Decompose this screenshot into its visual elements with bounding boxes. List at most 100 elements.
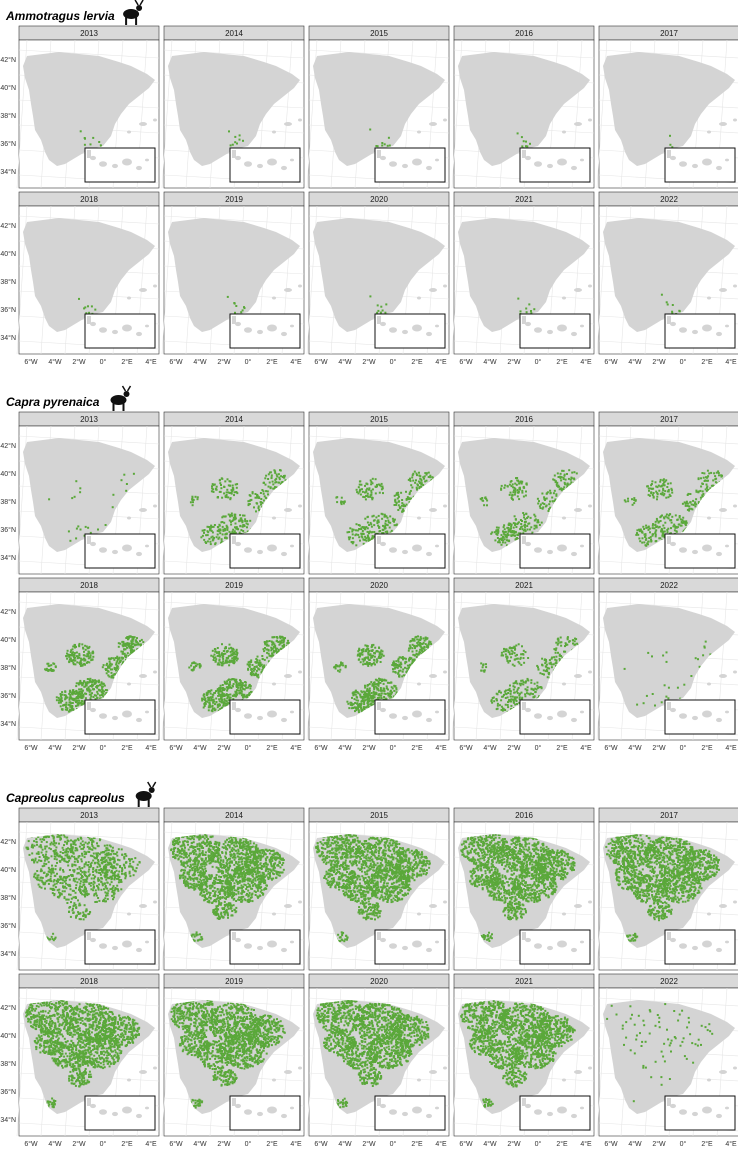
longitude-tick-label: 2°E bbox=[266, 744, 278, 752]
longitude-tick-label: 4°E bbox=[580, 358, 592, 366]
canary-islands-inset bbox=[229, 929, 301, 965]
canary-islands-inset bbox=[84, 147, 156, 183]
year-panel: 2017 bbox=[596, 25, 738, 189]
longitude-tick-label: 6°W bbox=[169, 744, 183, 752]
panel-year-label: 2013 bbox=[80, 415, 98, 424]
longitude-tick-label: 4°E bbox=[145, 1140, 157, 1148]
latitude-tick-label: 40°N bbox=[0, 1032, 16, 1040]
balearic-islands bbox=[574, 674, 582, 678]
species-title: Ammotragus lervia bbox=[5, 9, 115, 23]
canary-islands-inset bbox=[664, 929, 736, 965]
longitude-tick-label: 6°W bbox=[459, 744, 473, 752]
longitude-tick-label: 0° bbox=[680, 1140, 687, 1148]
canary-islands-inset bbox=[229, 313, 301, 349]
year-panel: 2021 6°W 4°W 2°W 0° 2°E 4°E bbox=[451, 577, 595, 752]
canary-islands-inset bbox=[229, 1095, 301, 1131]
longitude-tick-label: 6°W bbox=[459, 358, 473, 366]
presence-cells bbox=[606, 1003, 714, 1103]
latitude-tick-label: 36°N bbox=[0, 306, 16, 314]
longitude-tick-label: 0° bbox=[680, 358, 687, 366]
longitude-tick-label: 4°W bbox=[193, 358, 207, 366]
year-panel: 2015 bbox=[306, 25, 450, 189]
year-panel: 2020 6°W 4°W 2°W 0° 2°E 4°E bbox=[306, 191, 450, 366]
longitude-tick-label: 4°E bbox=[435, 1140, 447, 1148]
balearic-islands bbox=[139, 904, 147, 908]
iberia-landmass bbox=[603, 52, 735, 166]
longitude-tick-label: 2°E bbox=[121, 1140, 133, 1148]
panel-year-label: 2019 bbox=[225, 977, 243, 986]
year-panel: 2013 42°N 40°N 38°N 36°N 34°N bbox=[0, 25, 160, 189]
panel-year-label: 2020 bbox=[370, 581, 388, 590]
longitude-tick-label: 6°W bbox=[459, 1140, 473, 1148]
year-panel: 2019 6°W 4°W 2°W 0° 2°E 4°E bbox=[161, 973, 305, 1148]
panel-year-label: 2022 bbox=[660, 977, 678, 986]
longitude-tick-label: 0° bbox=[100, 358, 107, 366]
panel-year-label: 2020 bbox=[370, 195, 388, 204]
iberia-landmass bbox=[23, 438, 155, 552]
balearic-islands bbox=[284, 1070, 292, 1074]
longitude-tick-label: 2°W bbox=[507, 1140, 521, 1148]
longitude-tick-label: 2°W bbox=[652, 744, 666, 752]
longitude-tick-label: 2°W bbox=[362, 358, 376, 366]
longitude-tick-label: 2°W bbox=[362, 744, 376, 752]
canary-islands-inset bbox=[374, 929, 446, 965]
year-panel: 2018 42°N 40°N 38°N 36°N 34°N 6°W 4°W 2°W 0° 2°E 4°… bbox=[0, 577, 160, 752]
canary-islands-inset bbox=[664, 1095, 736, 1131]
latitude-tick-label: 38°N bbox=[0, 664, 16, 672]
iberia-landmass bbox=[313, 52, 445, 166]
canary-islands-inset bbox=[519, 699, 591, 735]
balearic-islands bbox=[574, 288, 582, 292]
latitude-tick-label: 40°N bbox=[0, 636, 16, 644]
year-panel: 2021 6°W 4°W 2°W 0° 2°E 4°E bbox=[451, 973, 595, 1148]
longitude-tick-label: 2°W bbox=[72, 358, 86, 366]
iberia-map bbox=[23, 834, 157, 948]
longitude-tick-label: 4°E bbox=[725, 358, 737, 366]
balearic-islands bbox=[719, 904, 727, 908]
iberia-map bbox=[23, 438, 157, 552]
longitude-tick-label: 0° bbox=[680, 744, 687, 752]
iberia-landmass bbox=[458, 604, 590, 718]
longitude-tick-label: 2°E bbox=[266, 358, 278, 366]
iberia-landmass bbox=[23, 52, 155, 166]
balearic-islands bbox=[284, 288, 292, 292]
longitude-tick-label: 4°E bbox=[145, 744, 157, 752]
year-panel: 2022 6°W 4°W 2°W 0° 2°E 4°E bbox=[596, 577, 738, 752]
iberia-map bbox=[23, 604, 157, 718]
year-panel: 2013 42°N 40°N 38°N 36°N 34°N bbox=[0, 807, 160, 971]
canary-islands-inset bbox=[229, 147, 301, 183]
species-title: Capreolus capreolus bbox=[6, 791, 125, 805]
panel-year-label: 2015 bbox=[370, 415, 388, 424]
longitude-tick-label: 0° bbox=[390, 744, 397, 752]
panel-year-label: 2022 bbox=[660, 581, 678, 590]
longitude-tick-label: 6°W bbox=[604, 744, 618, 752]
panel-year-label: 2022 bbox=[660, 195, 678, 204]
canary-islands-inset bbox=[374, 1095, 446, 1131]
longitude-tick-label: 4°W bbox=[483, 1140, 497, 1148]
canary-islands-inset bbox=[519, 929, 591, 965]
iberia-map bbox=[313, 218, 447, 332]
longitude-tick-label: 6°W bbox=[314, 1140, 328, 1148]
panel-year-label: 2019 bbox=[225, 581, 243, 590]
canary-islands-inset bbox=[374, 533, 446, 569]
balearic-islands bbox=[429, 508, 437, 512]
longitude-tick-label: 4°E bbox=[290, 744, 302, 752]
iberia-map bbox=[168, 604, 302, 718]
iberia-map bbox=[603, 1000, 737, 1114]
longitude-tick-label: 2°E bbox=[556, 358, 568, 366]
latitude-tick-label: 34°N bbox=[0, 720, 16, 728]
longitude-tick-label: 4°W bbox=[628, 744, 642, 752]
iberia-landmass bbox=[168, 218, 300, 332]
presence-cells bbox=[170, 1000, 286, 1109]
species-title: Capra pyrenaica bbox=[6, 395, 100, 409]
longitude-tick-label: 2°W bbox=[507, 744, 521, 752]
longitude-tick-label: 0° bbox=[100, 1140, 107, 1148]
longitude-tick-label: 2°E bbox=[411, 1140, 423, 1148]
year-panel: 2017 bbox=[596, 411, 738, 575]
latitude-tick-label: 40°N bbox=[0, 84, 16, 92]
ibex-icon bbox=[110, 385, 132, 411]
panel-year-label: 2016 bbox=[515, 29, 533, 38]
panel-year-label: 2018 bbox=[80, 581, 98, 590]
latitude-tick-label: 42°N bbox=[0, 838, 16, 846]
longitude-tick-label: 2°W bbox=[507, 358, 521, 366]
latitude-tick-label: 40°N bbox=[0, 866, 16, 874]
